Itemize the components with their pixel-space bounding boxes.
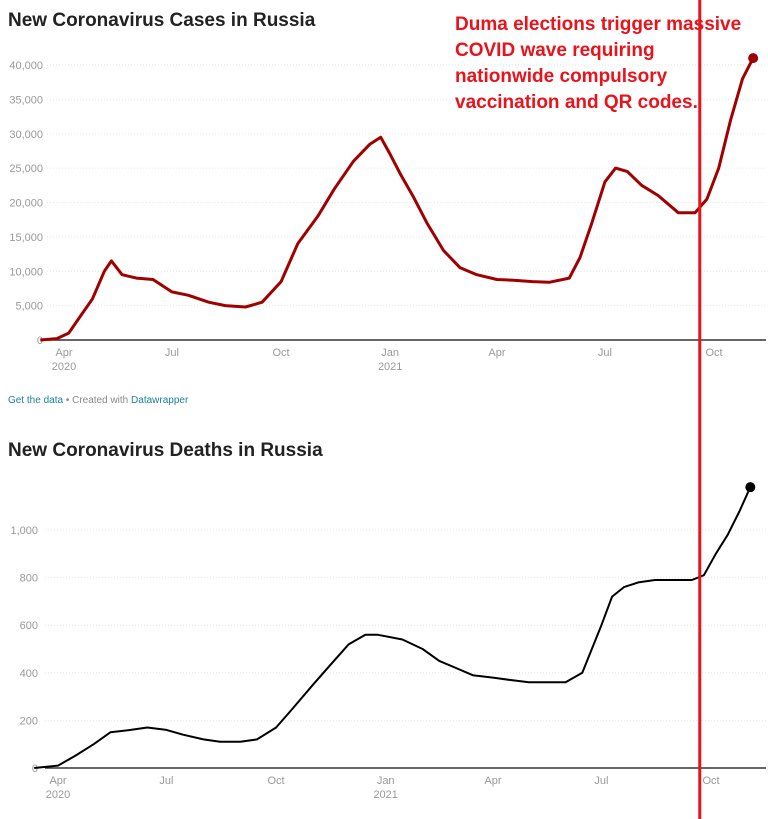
x-tick-label: Oct [705,347,722,359]
y-tick-label: 15,000 [9,232,43,244]
x-tick-label: Apr [55,347,72,359]
y-tick-label: 200 [20,715,38,727]
x-tick-label: Oct [272,347,289,359]
last-point-marker [745,482,756,493]
x-tick-year: 2021 [373,789,397,801]
x-tick-label: Apr [488,347,505,359]
last-point-marker [748,53,759,64]
y-tick-label: 0 [37,335,43,347]
x-tick-label: Apr [49,775,66,787]
y-tick-label: 35,000 [9,94,43,106]
y-tick-label: 10,000 [9,266,43,278]
series-line [34,486,752,769]
y-tick-label: 25,000 [9,163,43,175]
series-line [40,57,755,342]
x-tick-label: Apr [484,775,501,787]
x-tick-label: Jan [377,775,395,787]
x-tick-label: Oct [702,775,719,787]
x-tick-label: Jul [159,775,173,787]
footer-sep: • Created with [63,395,132,406]
y-tick-label: 30,000 [9,129,43,141]
x-tick-year: 2020 [46,789,70,801]
y-tick-label: 400 [20,668,38,680]
y-tick-label: 20,000 [9,198,43,210]
x-tick-label: Jan [381,347,399,359]
deaths-chart-title: New Coronavirus Deaths in Russia [8,440,323,461]
y-tick-label: 0 [32,763,38,775]
y-tick-label: 5,000 [15,301,43,313]
y-tick-label: 600 [20,620,38,632]
x-tick-year: 2021 [378,361,402,373]
x-tick-label: Jul [598,347,612,359]
annotation-text: Duma elections trigger massive COVID wav… [455,14,742,113]
x-tick-label: Oct [268,775,285,787]
cases-chart-title: New Coronavirus Cases in Russia [8,10,316,31]
footer: Get the data • Created with Datawrapper [8,395,188,406]
x-tick-label: Jul [165,347,179,359]
datawrapper-link[interactable]: Datawrapper [131,395,189,406]
y-tick-label: 1,000 [10,525,38,537]
y-tick-label: 800 [20,573,38,585]
get-data-link[interactable]: Get the data [8,395,64,406]
x-tick-year: 2020 [52,361,76,373]
x-tick-label: Jul [594,775,608,787]
y-tick-label: 40,000 [9,60,43,72]
